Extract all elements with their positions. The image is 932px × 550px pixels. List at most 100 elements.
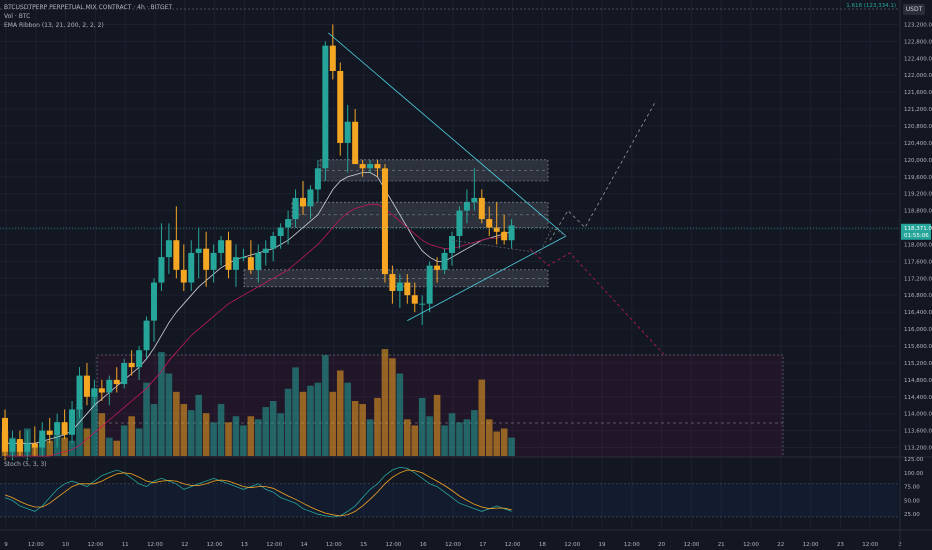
symbol-legend[interactable]: BTCUSDTPERP PERPETUAL MIX CONTRACT · 4h … xyxy=(4,4,173,11)
volume-bar xyxy=(46,440,53,456)
volume-bar xyxy=(269,401,277,456)
time-tick-label: 12:00 xyxy=(87,542,103,548)
candle-body xyxy=(359,164,366,169)
candle-body xyxy=(374,164,381,169)
candle-body xyxy=(314,168,321,190)
volume-bar xyxy=(232,416,240,456)
stoch-k-line xyxy=(4,466,512,518)
candle-body xyxy=(203,248,210,270)
time-tick-label: 14 xyxy=(301,542,308,548)
time-tick-label: 18 xyxy=(539,542,546,548)
volume-bar xyxy=(195,394,202,456)
time-tick-label: 12:00 xyxy=(207,542,223,548)
candle-body xyxy=(128,362,135,368)
volume-bar xyxy=(165,373,173,456)
candlesticks xyxy=(2,24,515,461)
candle-body xyxy=(434,265,441,270)
price-tick-label: 122,800.0 xyxy=(904,39,932,45)
time-tick-label: 12:00 xyxy=(147,542,163,548)
time-tick-label: 9 xyxy=(4,542,8,548)
price-tick-label: 113,600.0 xyxy=(904,429,932,435)
stochastic-pane xyxy=(0,466,898,518)
price-tick-label: 123,200.0 xyxy=(904,22,932,28)
volume-bar xyxy=(284,388,292,456)
currency-button[interactable]: USDT xyxy=(903,4,925,15)
fib-level-label: 1.618 (123,334.1) xyxy=(846,3,896,9)
volume-bar xyxy=(389,358,396,456)
candle-body xyxy=(486,219,493,228)
volume-bar xyxy=(202,413,210,456)
volume-bar xyxy=(433,394,441,456)
candle-body xyxy=(255,252,262,270)
volume-bar xyxy=(255,419,262,456)
candle-body xyxy=(61,422,68,435)
candle-body xyxy=(381,168,388,275)
volume-bar xyxy=(210,422,217,456)
candle-body xyxy=(54,422,61,435)
candle-body xyxy=(136,350,143,368)
ema-legend[interactable]: EMA Ribbon (13, 21, 200, 2, 2, 2) xyxy=(4,22,104,29)
candle-body xyxy=(195,248,202,253)
time-tick-label: 16 xyxy=(420,542,427,548)
stoch-tick-label: 75.00 xyxy=(904,485,920,491)
volume-bar xyxy=(68,440,76,456)
stoch-tick-label: 50.00 xyxy=(904,498,920,504)
candle-body xyxy=(426,265,433,304)
current-price-label: 118,371.0 xyxy=(904,226,932,232)
volume-bar xyxy=(322,355,329,456)
volume-bar xyxy=(418,397,426,456)
candle-body xyxy=(404,282,411,296)
candle-body xyxy=(24,443,31,452)
ema-slow-line xyxy=(5,203,512,457)
candle-body xyxy=(165,240,172,258)
candle-body xyxy=(16,439,23,452)
price-tick-label: 119,600.0 xyxy=(904,175,932,181)
volume-bar xyxy=(61,437,68,456)
candle-body xyxy=(225,240,232,270)
candle-body xyxy=(232,257,239,270)
candle-body xyxy=(329,45,336,71)
time-tick-label: 12:00 xyxy=(445,542,461,548)
candle-body xyxy=(83,375,90,397)
stoch-legend[interactable]: Stoch (5, 3, 3) xyxy=(4,461,47,468)
price-tick-label: 121,600.0 xyxy=(904,90,932,96)
time-tick-label: 22 xyxy=(777,542,784,548)
time-tick-label: 13 xyxy=(241,542,248,548)
candle-body xyxy=(478,197,485,220)
volume-legend[interactable]: Vol · BTC xyxy=(4,13,31,20)
candle-body xyxy=(31,443,38,448)
time-tick-label: 19 xyxy=(599,542,606,548)
stoch-d-line xyxy=(4,469,512,517)
time-tick-label: 12:00 xyxy=(266,542,282,548)
candle-body xyxy=(218,240,225,253)
candle-body xyxy=(277,227,284,236)
candle-body xyxy=(76,375,83,410)
price-tick-label: 121,200.0 xyxy=(904,107,932,113)
time-tick-label: 12:00 xyxy=(564,542,580,548)
candle-body xyxy=(262,248,269,253)
volume-bar xyxy=(277,413,284,456)
volume-bar xyxy=(180,404,188,456)
candle-body xyxy=(46,430,53,435)
price-tick-label: 122,400.0 xyxy=(904,56,932,62)
candle-body xyxy=(300,197,306,207)
price-tick-label: 120,400.0 xyxy=(904,141,932,147)
volume-bar xyxy=(76,407,83,456)
candle-body xyxy=(396,282,403,291)
candle-body xyxy=(270,236,277,249)
price-tick-label: 116,800.0 xyxy=(904,293,932,299)
price-tick-label: 114,800.0 xyxy=(904,378,932,384)
projection-bearish xyxy=(529,248,665,355)
price-tick-label: 119,200.0 xyxy=(904,192,932,198)
volume-bar xyxy=(374,397,381,456)
time-tick-label: 20 xyxy=(658,542,665,548)
candle-body xyxy=(173,240,180,270)
volume-bar xyxy=(91,388,98,456)
price-tick-label: 114,400.0 xyxy=(904,395,932,401)
volume-bar xyxy=(404,419,411,456)
current-price-badge xyxy=(901,223,931,240)
candle-body xyxy=(441,252,448,270)
volume-bar xyxy=(500,428,508,456)
time-tick-label: 12:00 xyxy=(743,542,759,548)
